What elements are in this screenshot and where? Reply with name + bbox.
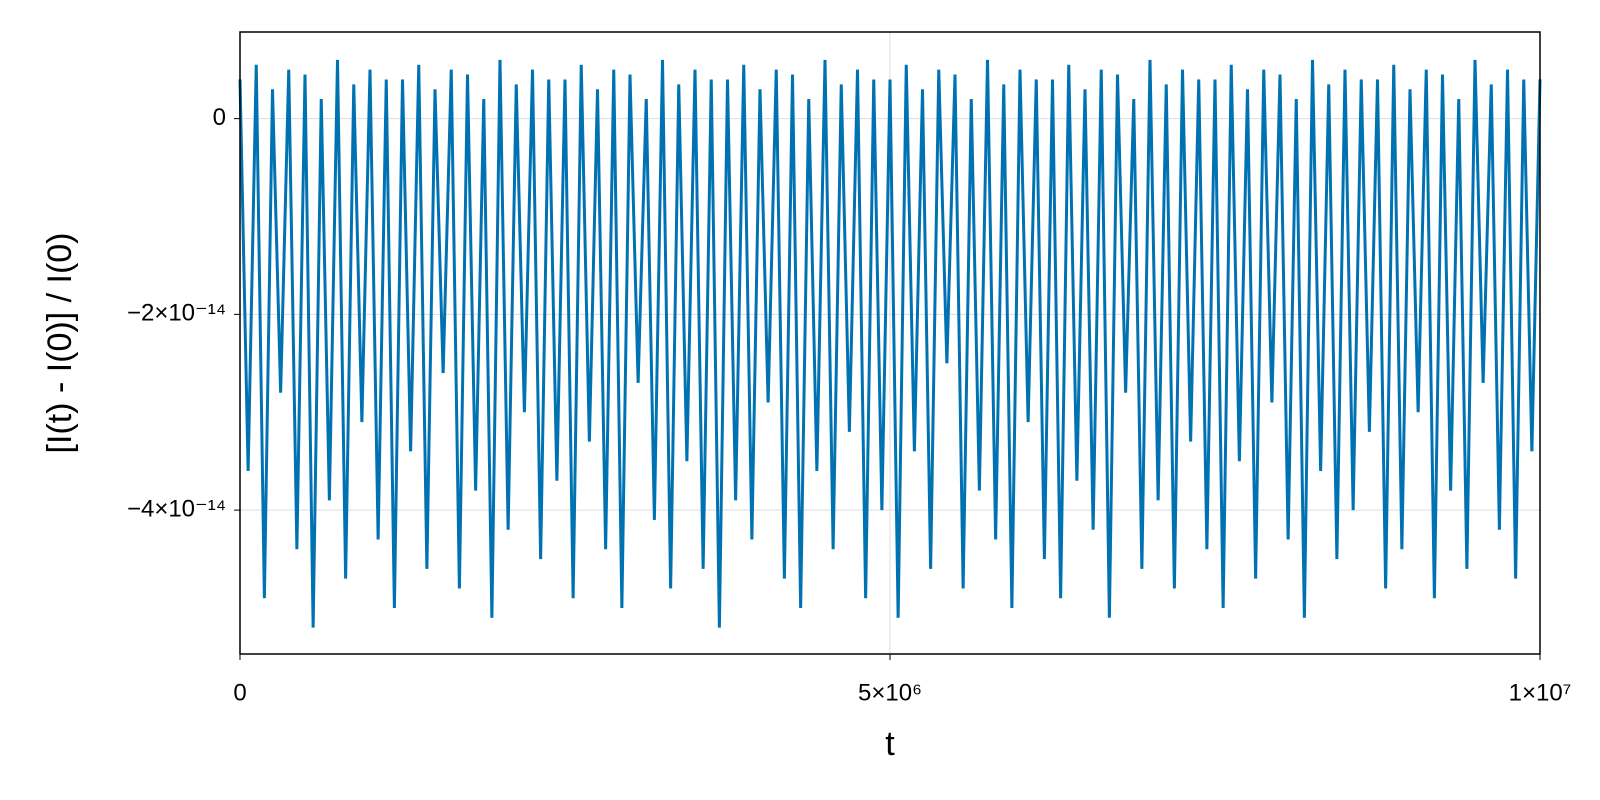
data-line (238, 59, 1542, 628)
plot-area (238, 59, 1542, 628)
x-tick-label: 0 (233, 679, 246, 706)
x-tick-label: 1×10⁷ (1509, 679, 1572, 706)
y-tick-label: −4×10⁻¹⁴ (127, 495, 226, 522)
x-axis-title: t (885, 725, 895, 763)
y-axis-title: [I(t) - I(0)] / I(0) (41, 233, 79, 454)
y-tick-label: 0 (213, 104, 226, 131)
y-tick-label: −2×10⁻¹⁴ (127, 300, 226, 327)
x-tick-label: 5×10⁶ (858, 679, 922, 706)
